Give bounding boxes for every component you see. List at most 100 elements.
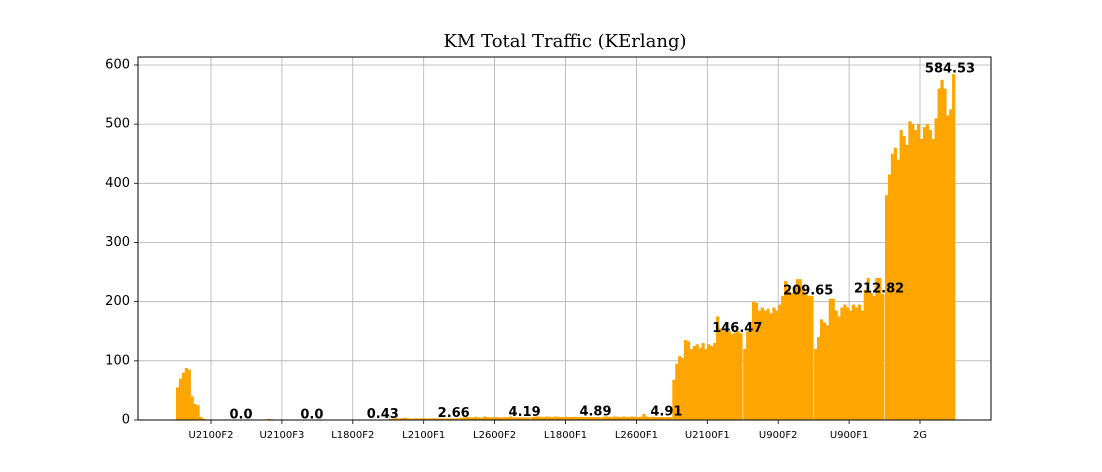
bar [683,340,688,420]
bar [668,417,672,420]
bar [580,416,584,420]
bar [601,417,605,420]
y-tick-label: 400 [105,176,130,191]
bar [937,88,941,420]
bar [713,343,717,420]
bar [905,144,909,420]
bar [678,356,682,420]
bar [523,417,527,420]
bar [707,344,711,420]
bar [940,79,944,420]
bar [730,334,734,420]
bar [784,280,788,420]
bar [837,316,841,420]
bar [934,118,938,420]
bar [819,319,824,420]
bar [414,418,419,420]
x-tick-label: U2100F1 [685,430,730,441]
bar [465,417,469,420]
bar [491,417,495,420]
bar [542,417,546,420]
y-tick-label: 0 [122,413,130,428]
bar [468,417,472,420]
bar [187,369,191,420]
bar [943,88,947,420]
bar [621,416,626,420]
bar [548,416,552,420]
bar [775,310,779,420]
bar [911,124,915,420]
x-tick-label: 2G [913,430,927,441]
bar [267,418,271,420]
bar [545,416,549,420]
bar [914,130,918,420]
bar [757,310,761,420]
bar [781,295,785,420]
bar [391,418,395,420]
bar [533,416,537,420]
bar [810,295,814,420]
bar [843,304,847,420]
bar [807,295,811,420]
bar [724,322,729,420]
bar [435,418,439,420]
bar [550,417,555,420]
bar [754,302,759,420]
value-label: 4.89 [579,405,611,420]
bar [488,417,492,420]
x-tick-label: U2100F3 [259,430,304,441]
x-tick-label: L2100F1 [402,430,445,441]
bar [665,417,669,420]
x-tick-label: U2100F2 [189,430,234,441]
bar [727,331,731,420]
bar [902,135,906,420]
bar [872,295,876,420]
bar [650,416,655,420]
bar [804,292,808,420]
bar [624,416,628,420]
bar [869,292,873,420]
bar [692,346,696,420]
bar [485,417,490,420]
bar [604,416,608,420]
bar [178,378,183,420]
bar [786,289,791,420]
y-tick-label: 500 [105,117,130,132]
bar [721,331,726,420]
bar [736,331,740,420]
x-tick-label: L1800F1 [544,430,587,441]
value-label: 146.47 [712,321,762,336]
bar [716,316,720,420]
bar [743,348,747,420]
value-label: 2.66 [438,406,470,421]
bar [184,367,188,420]
bar [710,346,714,420]
bar [449,418,454,420]
bar [875,277,879,420]
bar [828,298,832,420]
value-label: 0.0 [300,408,323,423]
bar [497,417,501,420]
bar [814,348,818,420]
bar [769,313,773,420]
bar [482,416,487,420]
bar [556,416,560,420]
bar [441,418,445,420]
bar [444,418,448,420]
bar [438,418,442,420]
x-tick-label: U900F1 [830,430,869,441]
bar [423,418,427,420]
bar [400,418,404,420]
bar [190,396,194,420]
bar [739,333,743,420]
bar [630,416,634,420]
bar [733,332,737,420]
bar [642,414,646,420]
bar [857,304,862,420]
x-tick-label: L1800F2 [331,430,374,441]
bar [594,417,598,420]
bar [412,418,416,420]
bar [462,417,466,420]
bar [893,147,897,420]
bar [520,417,525,420]
